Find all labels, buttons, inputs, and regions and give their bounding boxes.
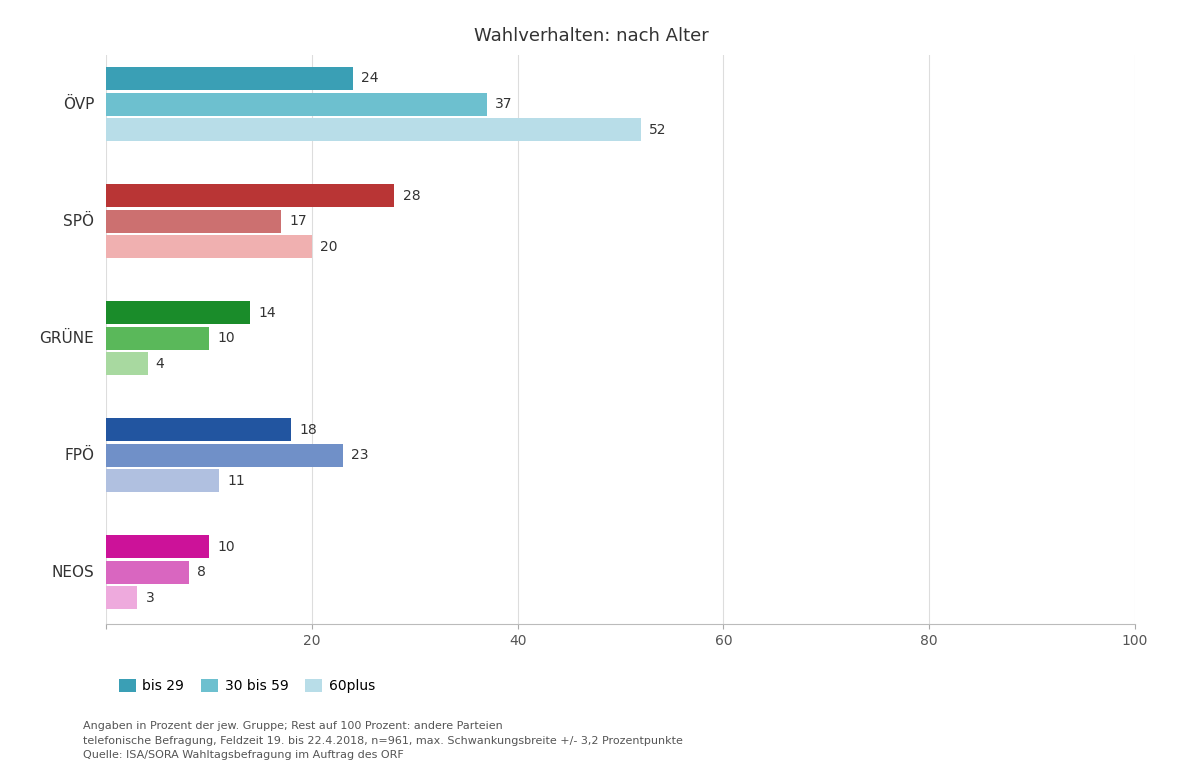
Bar xyxy=(106,469,220,492)
Bar xyxy=(106,67,353,90)
Bar xyxy=(106,301,251,324)
Text: 4: 4 xyxy=(156,356,164,370)
Legend: bis 29, 30 bis 59, 60plus: bis 29, 30 bis 59, 60plus xyxy=(113,674,381,699)
Bar xyxy=(106,535,209,558)
Text: 14: 14 xyxy=(259,306,277,320)
Bar xyxy=(106,418,292,441)
Text: 28: 28 xyxy=(403,189,420,203)
Bar xyxy=(106,235,312,258)
Text: Angaben in Prozent der jew. Gruppe; Rest auf 100 Prozent: andere Parteien
telefo: Angaben in Prozent der jew. Gruppe; Rest… xyxy=(83,721,683,760)
Text: SPÖ: SPÖ xyxy=(63,214,95,229)
Bar xyxy=(106,352,148,375)
Bar xyxy=(106,118,641,141)
Bar xyxy=(106,210,281,232)
Text: FPÖ: FPÖ xyxy=(64,448,95,463)
Bar xyxy=(106,586,137,609)
Text: NEOS: NEOS xyxy=(51,565,95,580)
Text: 37: 37 xyxy=(495,97,513,111)
Text: GRÜNE: GRÜNE xyxy=(39,331,95,346)
Text: 20: 20 xyxy=(320,239,338,254)
Text: 23: 23 xyxy=(351,448,369,462)
Text: ÖVP: ÖVP xyxy=(63,97,95,112)
Text: 17: 17 xyxy=(290,214,307,228)
Text: 52: 52 xyxy=(649,122,667,136)
Text: 10: 10 xyxy=(217,331,235,345)
Bar xyxy=(106,184,395,207)
Bar xyxy=(106,93,487,115)
Text: Wahlverhalten: nach Alter: Wahlverhalten: nach Alter xyxy=(474,27,708,45)
Text: 8: 8 xyxy=(197,565,206,579)
Text: 11: 11 xyxy=(228,473,246,488)
Text: 24: 24 xyxy=(362,72,379,86)
Text: 18: 18 xyxy=(300,423,318,437)
Text: 3: 3 xyxy=(145,590,154,604)
Text: 10: 10 xyxy=(217,540,235,554)
Bar xyxy=(106,444,343,466)
Bar xyxy=(106,561,189,583)
Bar xyxy=(106,327,209,349)
